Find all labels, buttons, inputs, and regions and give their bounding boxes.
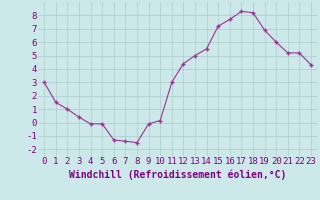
X-axis label: Windchill (Refroidissement éolien,°C): Windchill (Refroidissement éolien,°C) <box>69 169 286 180</box>
